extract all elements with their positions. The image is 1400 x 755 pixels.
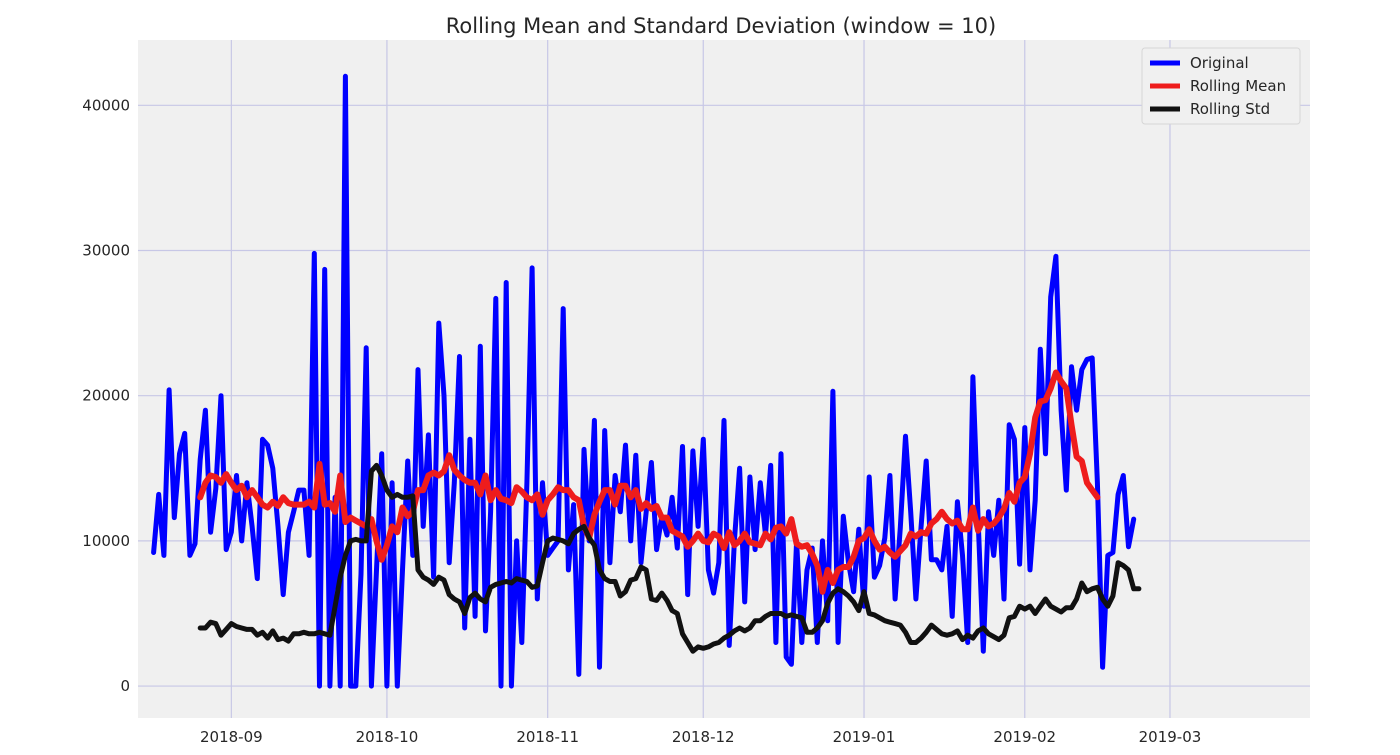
x-tick-label: 2018-11: [516, 728, 579, 746]
legend-label-rolling-std: Rolling Std: [1190, 100, 1270, 118]
x-axis: 2018-09 2018-10 2018-11 2018-12 2019-01 2019-…: [200, 728, 1201, 746]
chart-title: Rolling Mean and Standard Deviation (win…: [446, 14, 996, 38]
x-tick-label: 2019-03: [1139, 728, 1202, 746]
y-tick-label: 0: [120, 677, 130, 695]
x-tick-label: 2019-02: [993, 728, 1056, 746]
legend-label-rolling-mean: Rolling Mean: [1190, 77, 1286, 95]
x-tick-label: 2019-01: [833, 728, 896, 746]
y-tick-label: 10000: [82, 532, 130, 550]
y-tick-label: 20000: [82, 387, 130, 405]
legend: Original Rolling Mean Rolling Std: [1142, 48, 1300, 124]
y-axis: 0 10000 20000 30000 40000: [82, 96, 130, 695]
x-tick-label: 2018-12: [672, 728, 735, 746]
y-tick-label: 40000: [82, 96, 130, 114]
x-tick-label: 2018-09: [200, 728, 263, 746]
y-tick-label: 30000: [82, 242, 130, 260]
legend-label-original: Original: [1190, 54, 1249, 72]
x-tick-label: 2018-10: [356, 728, 419, 746]
